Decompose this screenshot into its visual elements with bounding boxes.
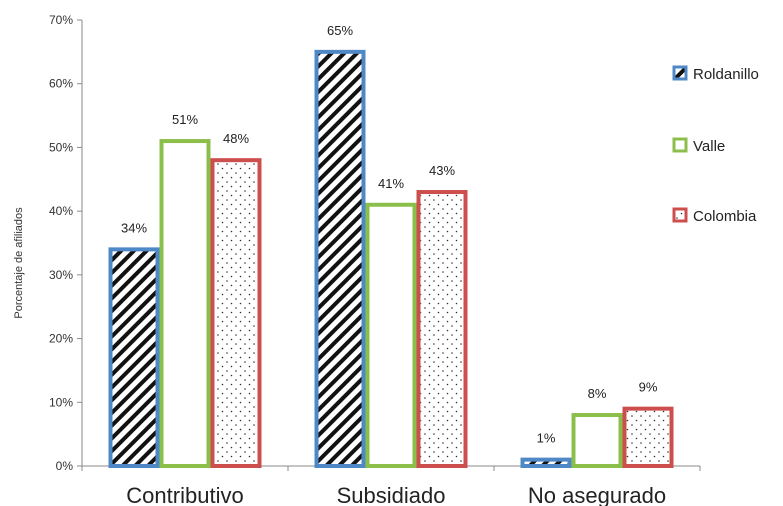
y-tick-label: 70%: [49, 13, 73, 27]
data-label: 1%: [537, 431, 556, 446]
bar-roldanillo-subsidiado: [314, 49, 366, 468]
legend-swatch-valle: [672, 137, 688, 153]
bar-roldanillo-contributivo: [108, 247, 160, 468]
data-label: 43%: [429, 163, 455, 178]
legend-label-colombia: Colombia: [693, 208, 757, 225]
bar-valle-no-asegurado: [571, 413, 623, 468]
data-label: 48%: [223, 131, 249, 146]
legend: Roldanillo Valle Colombia: [672, 65, 759, 225]
y-tick-label: 10%: [49, 395, 73, 409]
bar-roldanillo-no-asegurado: [520, 457, 572, 468]
data-label: 65%: [327, 23, 353, 38]
bar-valle-subsidiado: [365, 202, 417, 468]
y-tick-label: 0%: [56, 459, 74, 473]
data-label: 9%: [639, 380, 658, 395]
y-tick-label: 60%: [49, 77, 73, 91]
legend-label-roldanillo: Roldanillo: [693, 66, 759, 83]
legend-swatch-colombia: [672, 207, 688, 223]
axes: 0% 10% 20% 30% 40% 50% 60% 70% Porcentaje de afi…: [13, 13, 701, 506]
data-label: 51%: [172, 112, 198, 127]
category-label: Contributivo: [126, 483, 243, 506]
legend-label-valle: Valle: [693, 138, 725, 155]
data-label: 8%: [588, 386, 607, 401]
bars: [108, 49, 674, 469]
data-label: 41%: [378, 176, 404, 191]
y-tick-label: 50%: [49, 140, 73, 154]
category-label: Subsidiado: [337, 483, 446, 506]
bar-colombia-contributivo: [210, 158, 262, 469]
bar-valle-contributivo: [159, 139, 211, 469]
y-tick-label: 30%: [49, 268, 73, 282]
y-tick-label: 40%: [49, 204, 73, 218]
y-tick-label: 20%: [49, 332, 73, 346]
category-label: No asegurado: [528, 483, 666, 506]
data-labels: 34% 51% 48% 65% 41% 43% 1% 8% 9%: [121, 23, 658, 446]
bar-colombia-subsidiado: [416, 190, 468, 468]
bar-colombia-no-asegurado: [622, 406, 674, 468]
y-axis-title: Porcentaje de afiliados: [13, 207, 25, 319]
data-label: 34%: [121, 220, 147, 235]
legend-swatch-roldanillo: [672, 65, 688, 81]
